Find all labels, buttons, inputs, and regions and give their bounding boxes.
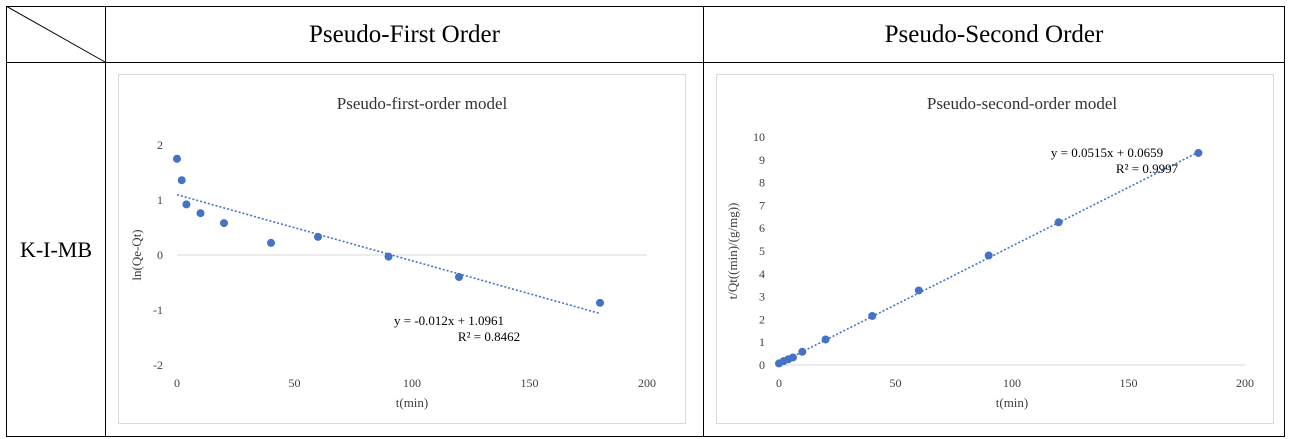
x-axis-title: t(min)	[396, 395, 429, 410]
trendline-equation: y = 0.0515x + 0.0659	[1051, 145, 1163, 160]
chart-pseudo-first-order: Pseudo-first-order model -2 -1 0 1 2 0 50 100 150…	[118, 74, 686, 424]
y-tick-label: 6	[759, 221, 765, 235]
data-point	[868, 311, 877, 320]
x-tick-label: 50	[289, 376, 301, 390]
y-tick-label: 4	[759, 267, 765, 281]
data-point	[821, 335, 830, 344]
x-axis-title: t(min)	[996, 395, 1029, 410]
y-tick-label: 7	[759, 198, 765, 212]
table-border-col2	[703, 6, 704, 437]
chart-pseudo-second-order: Pseudo-second-order model 0 1 2 3 4 5 6 7 8 9 10 0 50…	[716, 74, 1274, 424]
trendline	[176, 193, 601, 315]
x-tick-label: 150	[1120, 376, 1138, 390]
table-border-col1	[105, 6, 106, 437]
data-point	[455, 273, 463, 281]
header-pseudo-first-order: Pseudo-First Order	[309, 20, 500, 48]
data-point	[914, 286, 923, 295]
trendline-equation: y = -0.012x + 1.0961	[394, 313, 504, 328]
y-axis-title: t/Qt((min)/(g/mg))	[725, 203, 740, 300]
y-tick-label: 8	[759, 176, 765, 190]
data-point	[984, 251, 993, 260]
trendline-r-squared: R² = 0.8462	[458, 329, 520, 344]
y-tick-label: 3	[759, 290, 765, 304]
y-tick-label: 2	[759, 312, 765, 326]
chart-title: Pseudo-first-order model	[337, 94, 508, 113]
data-point	[220, 219, 228, 228]
y-tick-label: 1	[157, 193, 163, 207]
x-tick-label: 0	[776, 376, 782, 390]
table-border-header-bottom	[6, 62, 1285, 63]
data-point	[196, 209, 205, 218]
header-pseudo-second-order: Pseudo-Second Order	[884, 20, 1104, 48]
row-label: K-I-MB	[19, 236, 93, 262]
data-point	[182, 200, 191, 209]
y-tick-label: 1	[759, 335, 765, 349]
data-point	[267, 238, 275, 247]
y-axis-title: ln(Qe-Qt)	[129, 229, 144, 280]
table-border-top	[6, 6, 1285, 7]
data-point	[788, 353, 797, 362]
x-tick-label: 0	[174, 376, 180, 390]
y-tick-label: 0	[759, 358, 765, 372]
data-point	[1194, 148, 1203, 157]
y-tick-label: 10	[753, 130, 765, 144]
trendline-r-squared: R² = 0.9997	[1116, 161, 1179, 176]
chart-title: Pseudo-second-order model	[927, 94, 1118, 113]
corner-diagonal-line	[6, 6, 106, 63]
data-point	[1054, 218, 1063, 227]
y-tick-label: 0	[157, 248, 163, 262]
data-point	[596, 298, 604, 307]
data-point	[173, 154, 181, 163]
x-tick-label: 50	[890, 376, 902, 390]
data-point	[384, 252, 393, 261]
table-border-right	[1284, 6, 1285, 437]
y-tick-label: 9	[759, 153, 765, 167]
x-tick-label: 200	[638, 376, 656, 390]
x-tick-label: 150	[521, 376, 539, 390]
y-tick-label: -2	[153, 358, 163, 372]
data-point	[314, 232, 322, 241]
table-border-bottom	[6, 436, 1285, 437]
data-point	[177, 176, 186, 185]
y-tick-label: 2	[157, 138, 163, 152]
x-tick-label: 200	[1236, 376, 1254, 390]
x-tick-label: 100	[1003, 376, 1021, 390]
y-tick-label: 5	[759, 244, 765, 258]
data-point	[798, 347, 807, 356]
table-border-left	[6, 6, 7, 437]
chart-pseudo-first-order-svg: Pseudo-first-order model -2 -1 0 1 2 0 50 100 150…	[129, 94, 656, 410]
x-tick-label: 100	[403, 376, 421, 390]
y-tick-label: -1	[153, 303, 163, 317]
